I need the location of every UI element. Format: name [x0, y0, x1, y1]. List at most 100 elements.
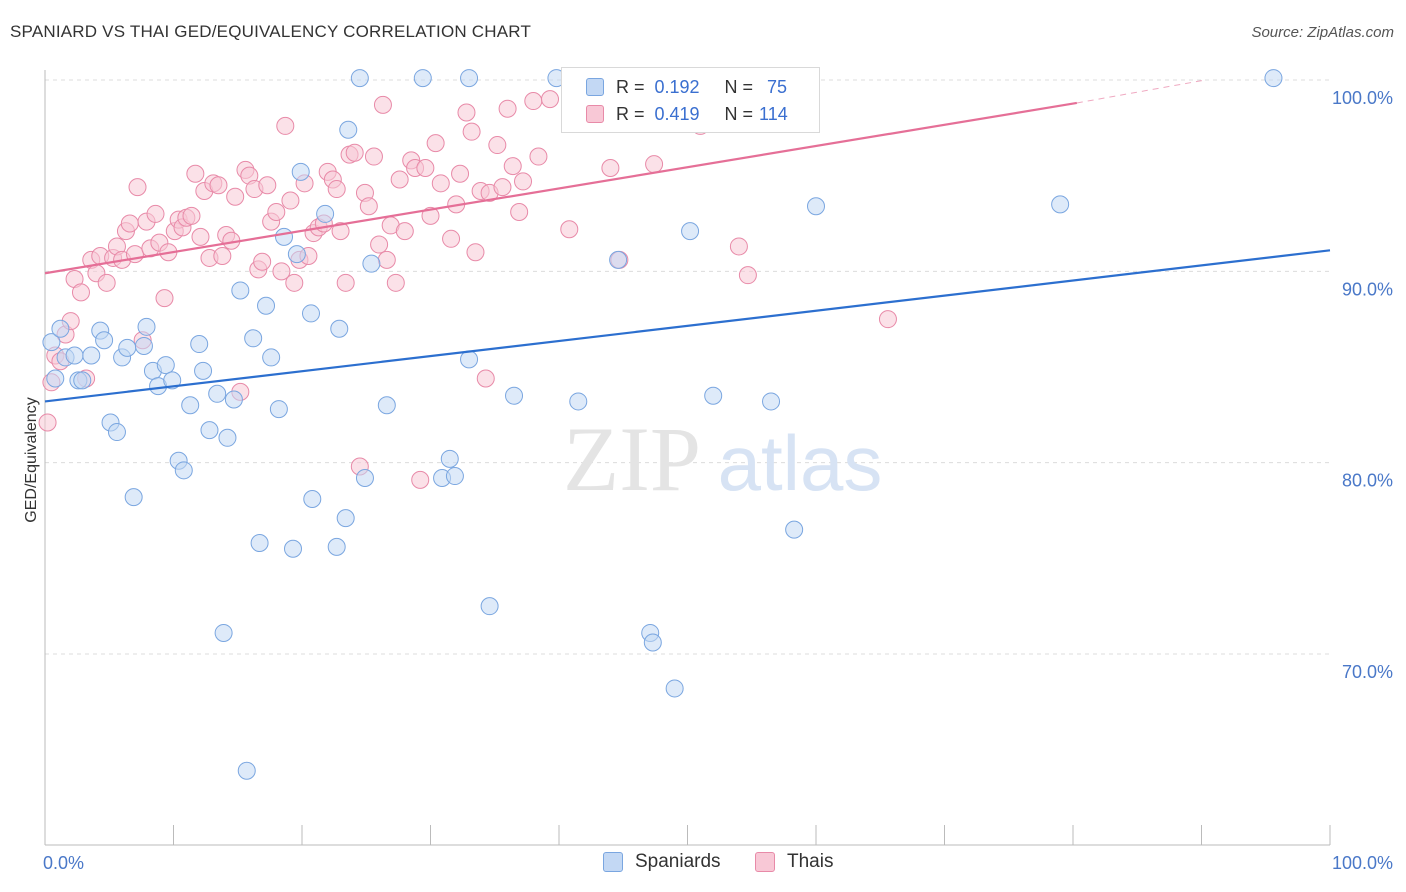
- thais-point: [377, 250, 396, 269]
- thais-point: [128, 178, 147, 197]
- spaniards-point: [73, 371, 92, 390]
- spaniards-point: [316, 204, 335, 223]
- legend-r-value: 0.192: [654, 76, 700, 97]
- spaniards-point: [174, 461, 193, 480]
- spaniards-point: [330, 319, 349, 338]
- spaniards-point: [190, 335, 209, 354]
- thais-point: [476, 369, 495, 388]
- thais-point: [431, 174, 450, 193]
- legend-label-spaniards: Spaniards: [635, 851, 721, 872]
- x-tick-label: 100.0%: [1332, 853, 1393, 873]
- spaniards-point: [95, 331, 114, 350]
- y-tick-label: 90.0%: [1342, 279, 1393, 299]
- thais-point: [226, 187, 245, 206]
- thais-point: [213, 247, 232, 266]
- spaniards-point: [250, 534, 269, 553]
- spaniards-point: [609, 250, 628, 269]
- spaniards-point: [785, 520, 804, 539]
- spaniards-point: [681, 222, 700, 241]
- spaniards-point: [194, 361, 213, 380]
- spaniards-point: [257, 296, 276, 315]
- spaniards-point: [1264, 69, 1283, 88]
- spaniards-point: [303, 490, 322, 509]
- spaniards-point: [269, 400, 288, 419]
- spaniards-point: [46, 369, 65, 388]
- thais-point: [373, 95, 392, 114]
- thais-point: [421, 206, 440, 225]
- y-axis-label: GED/Equivalency: [23, 397, 40, 522]
- thais-point: [493, 178, 512, 197]
- spaniards-point: [65, 346, 84, 365]
- spaniards-point: [224, 390, 243, 409]
- thais-point: [182, 206, 201, 225]
- y-tick-label: 80.0%: [1342, 471, 1393, 491]
- trend-line-thais-extension: [1076, 79, 1206, 104]
- spaniards-point: [124, 488, 143, 507]
- spaniards-point: [569, 392, 588, 411]
- correlation-legend: R = 0.192 N = 75 R = 0.419 N = 114: [561, 67, 820, 133]
- spaniards-point: [134, 336, 153, 355]
- trend-line-spaniards: [44, 249, 1331, 403]
- thais-point: [510, 203, 529, 222]
- thais-point: [395, 222, 414, 241]
- spaniards-point: [350, 69, 369, 88]
- thais-swatch: [755, 852, 775, 872]
- spaniards-point: [460, 69, 479, 88]
- legend-item-thais[interactable]: Thais: [755, 851, 833, 873]
- x-tick-label: 0.0%: [43, 853, 84, 873]
- spaniards-point: [377, 396, 396, 415]
- legend-n-label: N =: [724, 76, 754, 97]
- thais-point: [462, 122, 481, 141]
- spaniards-point: [208, 384, 227, 403]
- legend-swatch-blue: [586, 78, 604, 96]
- thais-point: [451, 164, 470, 183]
- thais-point: [276, 116, 295, 135]
- legend-row-thais: R = 0.419 N = 114: [586, 102, 788, 126]
- watermark: ZIP atlas: [563, 408, 882, 510]
- legend-r-label: R =: [616, 76, 645, 97]
- thais-point: [186, 164, 205, 183]
- thais-point: [560, 220, 579, 239]
- thais-point: [191, 227, 210, 246]
- spaniards-point: [643, 633, 662, 652]
- legend-swatch-pink: [586, 105, 604, 123]
- thais-point: [345, 143, 364, 162]
- thais-point: [498, 99, 517, 118]
- watermark-zip: ZIP: [563, 408, 701, 510]
- thais-point: [466, 243, 485, 262]
- thais-point: [327, 180, 346, 199]
- legend-n-label: N =: [724, 103, 754, 124]
- spaniards-point: [231, 281, 250, 300]
- legend-r-value: 0.419: [654, 103, 700, 124]
- thais-point: [336, 273, 355, 292]
- spaniards-point: [51, 319, 70, 338]
- thais-point: [285, 273, 304, 292]
- spaniards-point: [291, 162, 310, 181]
- trend-line-thais: [44, 101, 1078, 275]
- thais-point: [267, 203, 286, 222]
- chart-title: SPANIARD VS THAI GED/EQUIVALENCY CORRELA…: [10, 22, 532, 41]
- legend-item-spaniards[interactable]: Spaniards: [603, 851, 721, 873]
- thais-point: [416, 159, 435, 178]
- spaniards-point: [181, 396, 200, 415]
- spaniards-point: [156, 356, 175, 375]
- y-tick-label: 70.0%: [1342, 662, 1393, 682]
- spaniards-point: [237, 761, 256, 780]
- y-tick-label: 100.0%: [1332, 88, 1393, 108]
- spaniards-point: [214, 623, 233, 642]
- spaniards-point: [244, 329, 263, 348]
- thais-point: [364, 147, 383, 166]
- spaniards-point: [107, 423, 126, 442]
- spaniards-point: [362, 254, 381, 273]
- thais-point: [503, 157, 522, 176]
- spaniards-point: [807, 197, 825, 216]
- thais-point: [457, 103, 476, 122]
- y-tick-labels: 70.0% 80.0% 90.0% 100.0%: [1332, 88, 1393, 682]
- thais-point: [281, 191, 300, 210]
- spaniards-point: [284, 539, 303, 558]
- legend-row-spaniards: R = 0.192 N = 75: [586, 75, 787, 99]
- spaniards-point: [505, 386, 524, 405]
- thais-point: [155, 289, 174, 308]
- thais-point: [331, 222, 350, 241]
